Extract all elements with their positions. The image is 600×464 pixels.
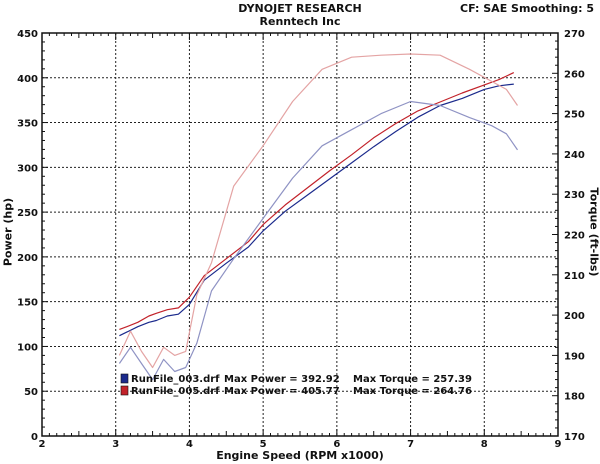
y-right-tick-label: 190	[564, 351, 585, 362]
x-tick-label: 3	[112, 439, 119, 450]
series-torque-runfile003drf	[118, 100, 518, 381]
y-right-tick-label: 170	[564, 432, 585, 443]
y-left-tick-label: 350	[17, 119, 38, 130]
legend-run-name: RunFile_003.drf	[131, 374, 220, 385]
legend-max-torque: Max Torque = 257.39	[353, 374, 472, 385]
y-left-tick-label: 250	[17, 208, 38, 219]
y-left-tick-label: 200	[17, 253, 38, 264]
y-axis-left-title: Power (hp)	[1, 197, 15, 267]
x-tick-label: 7	[407, 439, 414, 450]
legend-max-torque: Max Torque = 264.76	[353, 386, 472, 397]
y-right-tick-label: 180	[564, 392, 585, 403]
x-tick-label: 6	[333, 439, 340, 450]
legend-max-power: Max Power = 392.92	[224, 374, 340, 385]
x-tick-label: 9	[555, 439, 562, 450]
y-right-tick-label: 260	[564, 69, 585, 80]
y-left-tick-label: 50	[24, 387, 38, 398]
plot-frame	[41, 32, 559, 437]
x-tick-label: 2	[39, 439, 46, 450]
y-right-tick-label: 210	[564, 271, 585, 282]
x-axis-title: Engine Speed (RPM x1000)	[216, 449, 384, 462]
y-right-tick-label: 220	[564, 231, 585, 242]
y-right-tick-label: 240	[564, 150, 585, 161]
x-tick-label: 4	[186, 439, 193, 450]
series-power-runfile003drf	[119, 83, 514, 337]
x-tick-label: 5	[260, 439, 267, 450]
y-right-tick-label: 250	[564, 110, 585, 121]
y-right-tick-label: 230	[564, 190, 585, 201]
y-left-tick-label: 100	[17, 342, 38, 353]
legend-run-name: RunFile_005.drf	[131, 386, 220, 397]
y-right-tick-label: 200	[564, 311, 585, 322]
series-power-runfile005drf	[119, 72, 515, 330]
customer-name: Renntech Inc	[259, 15, 341, 28]
series-torque-runfile005drf	[118, 53, 518, 369]
y-left-tick-label: 450	[17, 29, 38, 40]
legend-max-power: Max Power = 405.77	[224, 386, 340, 397]
y-right-tick-label: 270	[564, 29, 585, 40]
plot-area	[42, 33, 558, 436]
legend-swatch	[120, 385, 129, 396]
y-left-tick-label: 0	[31, 432, 38, 443]
x-tick-label: 8	[481, 439, 488, 450]
legend-swatch	[120, 373, 129, 384]
y-left-tick-label: 150	[17, 298, 38, 309]
y-axis-right-title: Torque (ft-lbs)	[587, 187, 600, 277]
correction-settings: CF: SAE Smoothing: 5	[460, 2, 594, 15]
y-left-tick-label: 400	[17, 74, 38, 85]
y-left-tick-label: 300	[17, 163, 38, 174]
company-title: DYNOJET RESEARCH	[238, 2, 362, 15]
